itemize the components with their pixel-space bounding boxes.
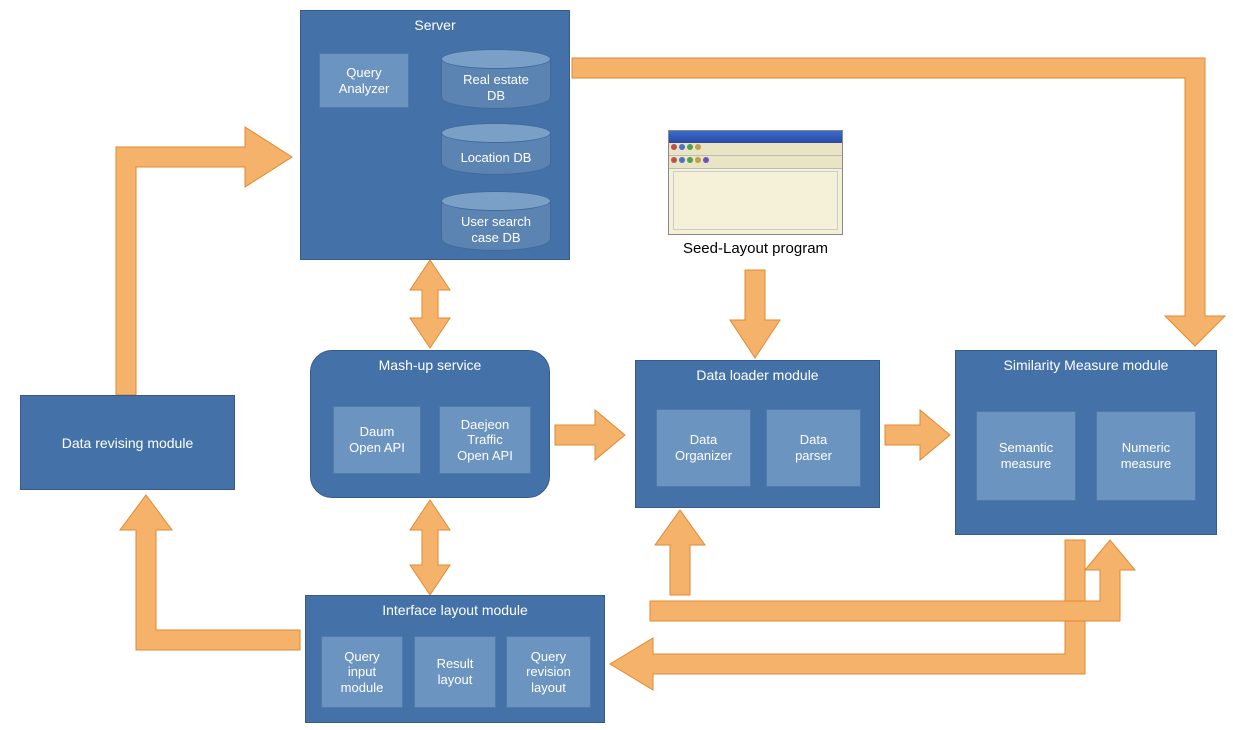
numeric-measure: Numeric measure [1096,411,1196,501]
similarity-title: Similarity Measure module [956,351,1216,375]
arrow-mashup-interface [410,500,450,595]
data-organizer: Data Organizer [656,409,751,487]
similarity-box: Similarity Measure module Semantic measu… [955,350,1217,535]
data-loader-title: Data loader module [636,361,879,385]
arrow-revise-to-server [116,127,292,395]
query-revision-layout: Query revision layout [506,636,591,708]
mashup-box: Mash-up service Daum Open API Daejeon Tr… [310,350,550,498]
data-revising-box: Data revising module [20,395,235,490]
semantic-measure: Semantic measure [976,411,1076,501]
data-revising-title: Data revising module [62,435,194,451]
interface-title: Interface layout module [306,596,604,620]
query-analyzer: Query Analyzer [319,53,409,108]
arrow-interface-to-similarity [650,540,1135,621]
location-db: Location DB [441,133,551,175]
seed-layout-caption: Seed-Layout program [668,240,843,257]
arrow-server-mashup [410,260,450,348]
daum-api: Daum Open API [333,406,421,474]
server-box: Server Query Analyzer Real estate DB Loc… [300,10,570,260]
real-estate-db: Real estate DB [441,59,551,109]
arrow-seed-to-loader [730,270,780,358]
data-parser: Data parser [766,409,861,487]
arrow-mashup-to-loader [555,410,625,460]
data-loader-box: Data loader module Data Organizer Data p… [635,360,880,508]
result-layout: Result layout [414,636,496,708]
seed-layout-screenshot [668,130,843,235]
arrow-interface-to-loader [655,510,705,595]
daejeon-api: Daejeon Traffic Open API [439,406,531,474]
user-search-db: User search case DB [441,201,551,251]
arrow-similarity-to-interface [610,540,1085,690]
query-input-module: Query input module [321,636,403,708]
arrow-interface-to-revise [120,495,300,650]
mashup-title: Mash-up service [311,351,549,375]
server-title: Server [301,11,569,35]
interface-box: Interface layout module Query input modu… [305,595,605,723]
arrow-loader-to-similarity [885,410,950,460]
